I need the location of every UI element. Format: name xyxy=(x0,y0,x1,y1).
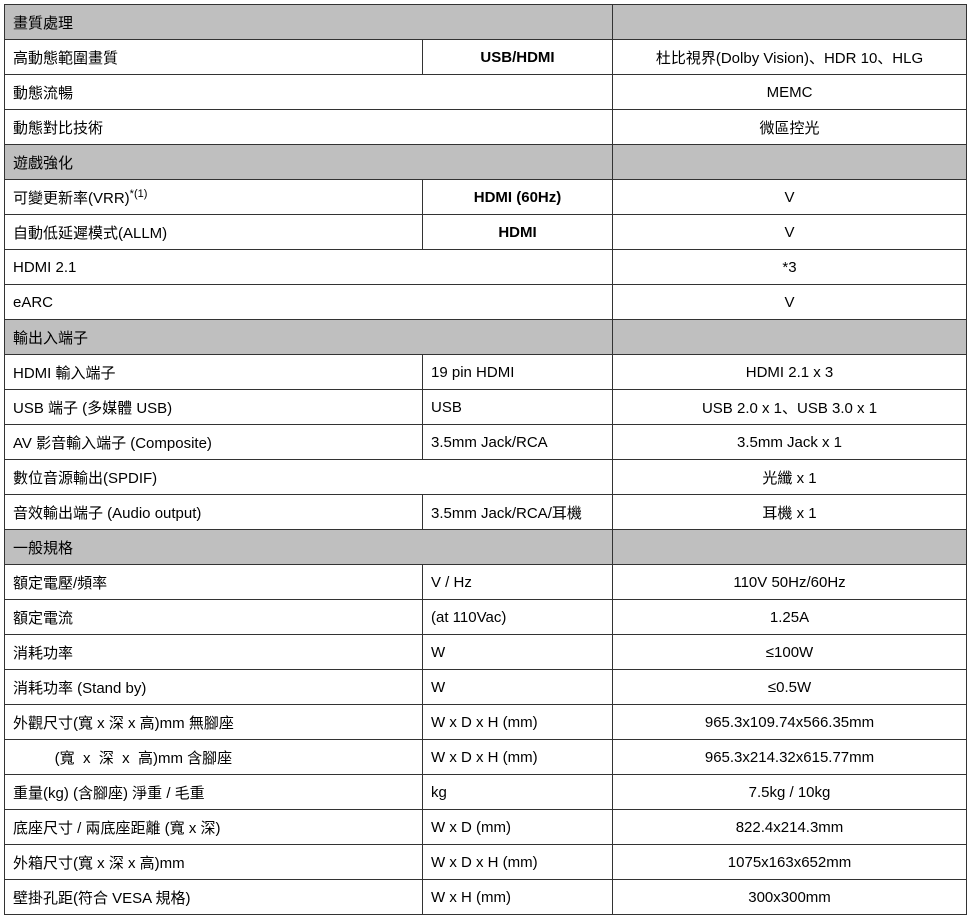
row-dim-stand: (寬 x 深 x 高)mm 含腳座W x D x H (mm)965.3x214… xyxy=(5,740,967,775)
row-av: AV 影音輸入端子 (Composite)3.5mm Jack/RCA3.5mm… xyxy=(5,425,967,460)
row-base: 底座尺寸 / 兩底座距離 (寬 x 深)W x D (mm)822.4x214.… xyxy=(5,810,967,845)
row-earc: eARCV xyxy=(5,285,967,320)
row-dim-no-stand: 外觀尺寸(寬 x 深 x 高)mm 無腳座W x D x H (mm)965.3… xyxy=(5,705,967,740)
row-power: 消耗功率W≤100W xyxy=(5,635,967,670)
row-vesa: 壁掛孔距(符合 VESA 規格)W x H (mm)300x300mm xyxy=(5,880,967,915)
row-audio-out: 音效輸出端子 (Audio output)3.5mm Jack/RCA/耳機耳機… xyxy=(5,495,967,530)
section-picture: 畫質處理 xyxy=(5,5,967,40)
row-vrr: 可變更新率(VRR)*(1)HDMI (60Hz)V xyxy=(5,180,967,215)
row-carton: 外箱尺寸(寬 x 深 x 高)mmW x D x H (mm)1075x163x… xyxy=(5,845,967,880)
spec-table: 畫質處理 高動態範圍畫質USB/HDMI杜比視界(Dolby Vision)、H… xyxy=(4,4,967,915)
row-motion: 動態流暢MEMC xyxy=(5,75,967,110)
row-hdr: 高動態範圍畫質USB/HDMI杜比視界(Dolby Vision)、HDR 10… xyxy=(5,40,967,75)
row-weight: 重量(kg) (含腳座) 淨重 / 毛重kg7.5kg / 10kg xyxy=(5,775,967,810)
row-spdif: 數位音源輸出(SPDIF)光纖 x 1 xyxy=(5,460,967,495)
row-contrast: 動態對比技術微區控光 xyxy=(5,110,967,145)
row-hdmi21: HDMI 2.1*3 xyxy=(5,250,967,285)
section-general: 一般規格 xyxy=(5,530,967,565)
row-current: 額定電流(at 110Vac)1.25A xyxy=(5,600,967,635)
row-hdmi-in: HDMI 輸入端子19 pin HDMIHDMI 2.1 x 3 xyxy=(5,355,967,390)
row-voltage: 額定電壓/頻率V / Hz110V 50Hz/60Hz xyxy=(5,565,967,600)
row-allm: 自動低延遲模式(ALLM)HDMIV xyxy=(5,215,967,250)
row-usb: USB 端子 (多媒體 USB)USBUSB 2.0 x 1、USB 3.0 x… xyxy=(5,390,967,425)
section-io: 輸出入端子 xyxy=(5,320,967,355)
row-standby: 消耗功率 (Stand by)W≤0.5W xyxy=(5,670,967,705)
section-gaming: 遊戲強化 xyxy=(5,145,967,180)
